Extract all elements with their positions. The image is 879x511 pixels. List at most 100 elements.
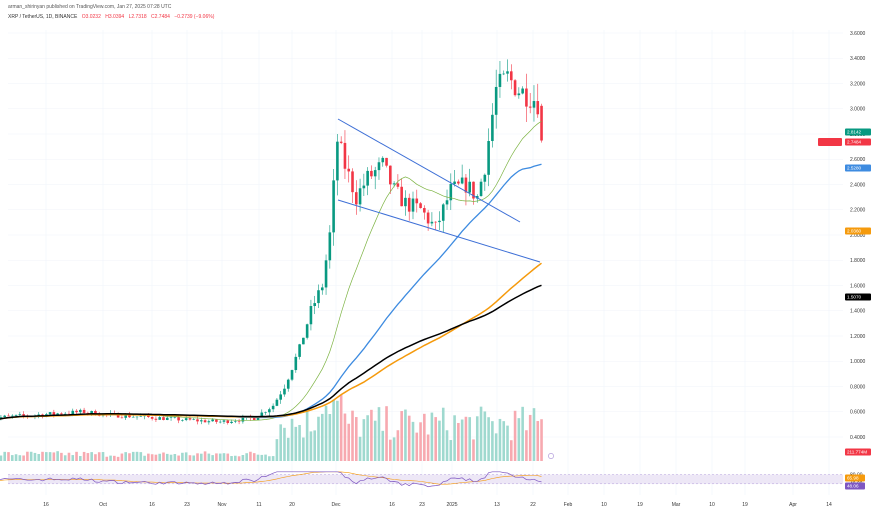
volume-bar (207, 453, 211, 461)
candle-body (358, 188, 362, 205)
candle-body (521, 88, 524, 94)
candle-body (336, 141, 339, 181)
volume-bar (275, 439, 279, 461)
volume-bar (453, 415, 456, 461)
volume-bar (366, 415, 369, 461)
volume-bar (7, 452, 10, 461)
candle-body (226, 420, 230, 423)
candle-body (135, 416, 139, 418)
candle-body (286, 379, 290, 389)
volume-bar (475, 416, 479, 461)
volume-bar (41, 451, 44, 461)
candle-body (411, 198, 415, 212)
candle-body (18, 414, 22, 415)
volume-bar (67, 452, 71, 461)
candle-body (460, 177, 464, 184)
moving-averages (0, 120, 542, 421)
price-tick-label: 3.0000 (850, 107, 866, 113)
candle-body (260, 412, 264, 418)
candle-body (468, 181, 472, 193)
candle-body (86, 412, 90, 414)
candle-body (256, 417, 260, 421)
price-tag (845, 138, 871, 146)
volume-bar (536, 421, 540, 461)
candle-body (10, 415, 14, 417)
volume-bar (411, 421, 415, 461)
candle-body (97, 415, 101, 416)
volume-bar (56, 451, 59, 461)
candle-body (252, 418, 256, 421)
candle-body (377, 162, 381, 171)
price-tick-label: 3.4000 (850, 56, 866, 62)
time-tick-label: 23 (419, 502, 425, 508)
symbol-label[interactable]: XRP / TetherUS, 1D, BINANCE (8, 14, 78, 20)
candle-body (498, 73, 502, 87)
volume-bar (354, 417, 358, 461)
volume-bar (71, 455, 75, 461)
volume-bar (181, 452, 184, 461)
volume-bar (196, 453, 199, 461)
volume-bar (105, 456, 109, 461)
time-tick-label: 16 (43, 502, 49, 508)
ohlc-change: −0.2739 (−9.06%) (174, 14, 215, 20)
upper-trendline (337, 118, 521, 223)
candle-body (309, 306, 313, 325)
candle-body (60, 413, 63, 415)
volume-bar (230, 456, 233, 461)
price-axis[interactable]: 3.60003.40003.20003.00002.80002.60002.40… (850, 31, 866, 488)
candle-body (396, 183, 400, 187)
volume-bar (449, 440, 453, 461)
candle-body (332, 180, 335, 233)
volume-bar (37, 454, 41, 461)
price-tags: 2.8142 2.7484 2.5280 2.0360 1.5070 211.774M 65… (548, 128, 871, 490)
candle-body (90, 410, 93, 414)
time-axis[interactable]: 16 Oct 16 23 Nov 11 20 Dec 16 23 2025 13 22 Feb 10 19 Ma… (43, 502, 832, 508)
candle-body (434, 221, 437, 223)
candle-body (415, 198, 419, 204)
volume-bar (22, 455, 25, 461)
time-tick-label: 10 (601, 502, 607, 508)
candle-body (404, 197, 407, 207)
price-tag-label: 211.774M (847, 450, 867, 455)
volume-indicator-icon (548, 453, 554, 459)
candle-body (381, 157, 385, 163)
volume-bar (241, 454, 245, 461)
candle-body (525, 88, 528, 107)
volume-bar (256, 454, 260, 461)
volume-bar (517, 418, 521, 461)
candle-body (302, 337, 305, 345)
volume-bar (468, 417, 472, 461)
volume-bar (90, 452, 93, 461)
candle-body (354, 192, 358, 205)
lower-trendline (337, 199, 541, 263)
volume-bar (203, 451, 207, 461)
candle-body (218, 421, 222, 423)
volume-bar (389, 439, 392, 461)
candle-body (324, 260, 328, 288)
time-tick-label: Nov (218, 502, 227, 508)
volume-bar (279, 424, 282, 461)
volume-bar (14, 454, 18, 461)
candle-body (120, 417, 124, 419)
time-tick-label: 13 (494, 502, 500, 508)
volume-bar (426, 434, 430, 461)
volume-bar (438, 420, 441, 461)
candle-body (215, 419, 218, 422)
volume-bar (362, 419, 366, 461)
volume-bar (60, 452, 63, 461)
volume-bar (226, 453, 230, 461)
price-tick-label: 2.2000 (850, 208, 866, 214)
volume-bar (82, 451, 86, 461)
volume-bar (317, 416, 320, 461)
candle-body (362, 185, 366, 189)
candle-body (491, 114, 494, 142)
candle-body (313, 303, 317, 307)
volume-bar (396, 430, 400, 461)
candle-body (294, 356, 298, 371)
volume-bar (63, 455, 67, 461)
price-tag (845, 293, 871, 301)
volume-bar (487, 417, 490, 461)
candle-body (320, 287, 324, 291)
volume-bar (18, 455, 22, 461)
